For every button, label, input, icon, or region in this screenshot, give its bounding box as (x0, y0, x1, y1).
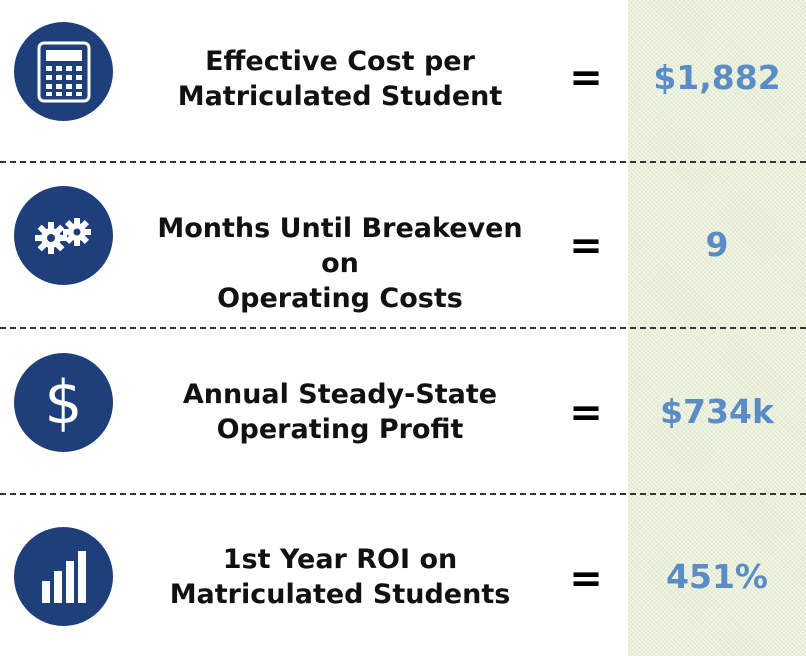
metric-label-line2: Operating Profit (216, 414, 464, 445)
metric-label: Months Until Breakeven on Operating Cost… (140, 211, 540, 316)
equals-sign: = (569, 390, 603, 436)
metric-label: Effective Cost per Matriculated Student (140, 44, 540, 114)
equals-sign: = (569, 556, 603, 602)
metric-value: 9 (705, 225, 729, 264)
equals-sign: = (569, 223, 603, 269)
metric-label-line1: Months Until Breakeven on (157, 213, 523, 279)
metric-value: 451% (666, 557, 768, 596)
metric-label: 1st Year ROI on Matriculated Students (140, 542, 540, 612)
metric-row-first-year-roi: 1st Year ROI on Matriculated Students = … (0, 495, 806, 656)
metric-label-line1: Effective Cost per (205, 46, 475, 77)
metric-label-line2: Operating Costs (217, 283, 463, 314)
metric-label: Annual Steady-State Operating Profit (140, 377, 540, 447)
row-divider (0, 327, 806, 329)
metric-label-line2: Matriculated Students (169, 579, 511, 610)
metric-value: $734k (660, 392, 774, 431)
calculator-icon (14, 22, 113, 121)
metric-row-months-breakeven: Months Until Breakeven on Operating Cost… (0, 163, 806, 327)
row-divider (0, 161, 806, 163)
row-divider (0, 493, 806, 495)
metric-row-operating-profit: $ Annual Steady-State Operating Profit =… (0, 329, 806, 493)
bar-chart-icon (14, 527, 113, 626)
metric-label-line1: Annual Steady-State (182, 379, 498, 410)
metric-label-line1: 1st Year ROI on (222, 544, 458, 575)
metric-label-line2: Matriculated Student (177, 81, 503, 112)
metric-row-cost-per-student: Effective Cost per Matriculated Student … (0, 0, 806, 162)
gears-icon (14, 186, 113, 285)
metric-value: $1,882 (653, 58, 781, 97)
equals-sign: = (569, 55, 603, 101)
dollar-icon: $ (14, 353, 113, 452)
dollar-glyph: $ (44, 367, 83, 438)
